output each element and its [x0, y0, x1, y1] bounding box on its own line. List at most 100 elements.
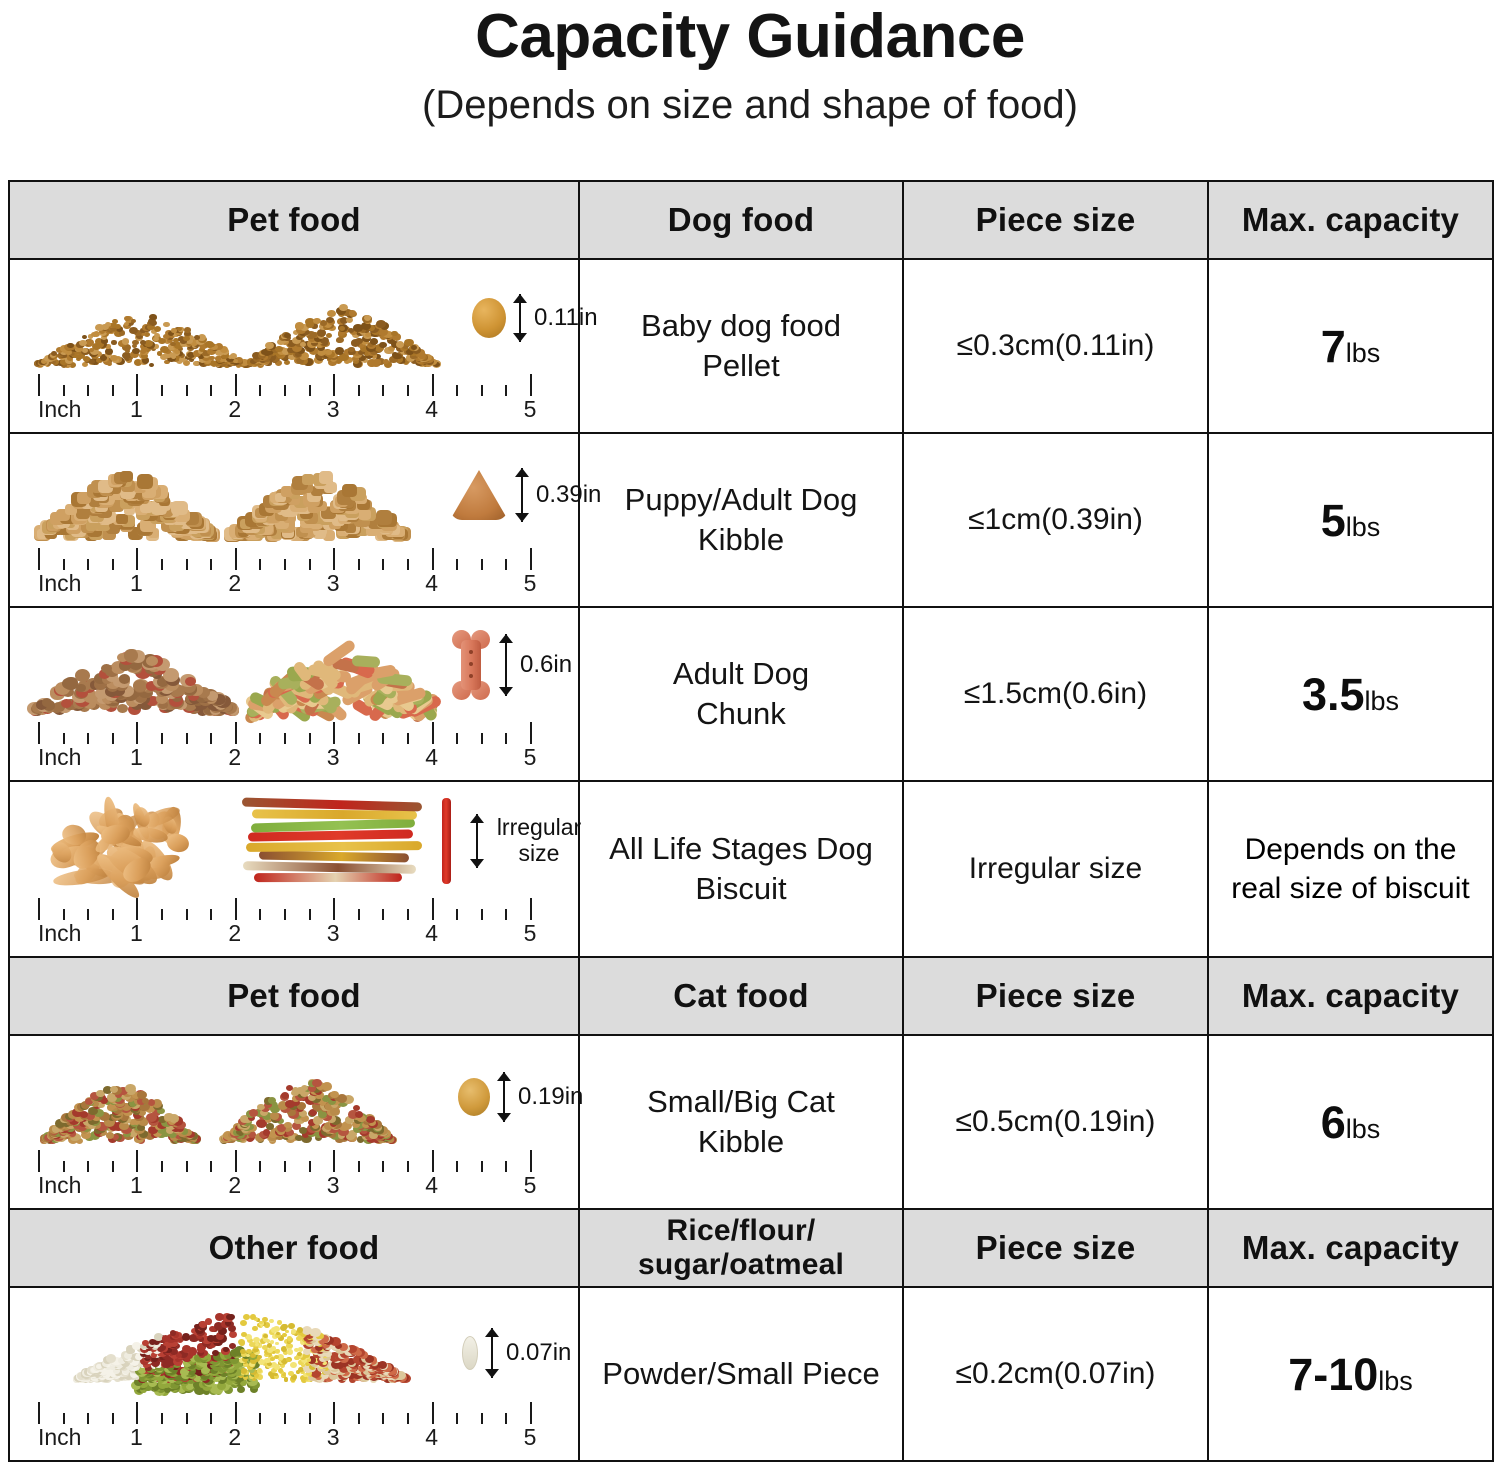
food-name-line2: Kibble	[697, 1124, 785, 1159]
food-image-cell: 0.19in Inch 1 2 3 4 5	[8, 1034, 583, 1210]
food-image-cell: 0.39in Inch 1 2 3 4 5	[8, 432, 601, 608]
ruler-unit-label: Inch	[38, 396, 82, 422]
ibeam-icon	[497, 1072, 511, 1122]
page-subtitle: (Depends on size and shape of food)	[422, 83, 1078, 128]
ibeam-icon	[470, 814, 484, 868]
piece-size-cell: ≤0.5cm(0.19in)	[902, 1034, 1209, 1210]
table-row: 0.07in Inch 1 2 3 4 5 Powder/Small Piece ≤0.…	[8, 1286, 1494, 1462]
food-name-line2: Pellet	[702, 348, 780, 383]
food-name-line1: Small/Big Cat	[647, 1084, 835, 1120]
food-name-line1: Powder/Small Piece	[602, 1356, 880, 1392]
ruler-mark-2: 2	[228, 920, 242, 946]
capacity-number: 5	[1320, 494, 1346, 546]
header-dog-food: Dog food	[578, 180, 904, 260]
header-piece-size: Piece size	[902, 1208, 1209, 1288]
title-block: Capacity Guidance (Depends on size and s…	[0, 0, 1500, 127]
ruler-mark-1: 1	[129, 920, 143, 946]
ruler-mark-4: 4	[425, 1172, 438, 1198]
capacity-words-line1: Depends on the	[1244, 833, 1457, 866]
ruler-mark-2: 2	[228, 570, 242, 596]
capacity-unit: lbs	[1345, 337, 1381, 368]
ruler-mark-1: 1	[129, 570, 143, 596]
piece-size-value: ≤1.5cm(0.6in)	[963, 677, 1148, 710]
food-name-line1: Puppy/Adult Dog	[624, 482, 858, 518]
ruler-unit-label: Inch	[38, 920, 82, 946]
capacity-unit: lbs	[1378, 1365, 1413, 1396]
ruler-icon: Inch 1 2 3 4 5	[38, 1402, 536, 1454]
grain-specimen	[462, 1336, 478, 1370]
kibble-specimen	[450, 470, 508, 520]
food-name-line1: Adult Dog	[672, 656, 810, 692]
dimension-indicator: 0.39in	[450, 468, 601, 522]
ruler-mark-5: 5	[523, 1172, 537, 1198]
table-row: 0.6in Inch 1 2 3 4 5 Adult Dog Chunk	[8, 606, 1494, 782]
ruler-mark-5: 5	[523, 396, 537, 422]
piece-size-value: ≤0.3cm(0.11in)	[956, 329, 1155, 362]
food-name-cell: Baby dog food Pellet	[578, 258, 904, 434]
food-photo-biscuit: lrregular size	[10, 784, 581, 903]
piece-size-cell: ≤0.2cm(0.07in)	[902, 1286, 1209, 1462]
header-pet-food: Pet food	[8, 956, 580, 1036]
max-capacity-cell: 3.5lbs	[1207, 606, 1494, 782]
food-name-line1: All Life Stages Dog	[609, 831, 873, 867]
food-photo-pellet: 0.11in	[10, 262, 598, 368]
ibeam-icon	[499, 634, 513, 696]
ruler-mark-2: 2	[228, 1424, 242, 1450]
dimension-label: 0.6in	[520, 650, 573, 678]
capacity-number: 3.5	[1301, 668, 1365, 720]
ruler-mark-5: 5	[523, 1424, 537, 1450]
ruler-mark-3: 3	[326, 570, 340, 596]
header-max-capacity: Max. capacity	[1207, 180, 1494, 260]
ruler-mark-4: 4	[425, 1424, 438, 1450]
ruler-mark-5: 5	[523, 744, 537, 770]
food-name-cell: Puppy/Adult Dog Kibble	[578, 432, 904, 608]
ruler-mark-3: 3	[326, 744, 340, 770]
food-name-line2: Biscuit	[695, 871, 787, 906]
ibeam-icon	[515, 468, 529, 522]
food-photo-cat-kibble: 0.19in	[10, 1038, 583, 1144]
max-capacity-cell: 7lbs	[1207, 258, 1494, 434]
max-capacity-cell: 6lbs	[1207, 1034, 1494, 1210]
food-photo-chunk: 0.6in	[10, 610, 578, 726]
dimension-label: 0.07in	[506, 1338, 572, 1366]
ruler-mark-3: 3	[326, 920, 340, 946]
section-header-cat: Pet food Cat food Piece size Max. capaci…	[8, 956, 1494, 1036]
dimension-label: lrregular size	[491, 814, 587, 867]
table-row: 0.11in Inch 1 2 3 4 5 Baby dog food Pellet	[8, 258, 1494, 434]
dimension-label: 0.39in	[536, 480, 602, 508]
ruler-unit-label: Inch	[38, 1424, 82, 1450]
ibeam-icon	[513, 294, 527, 342]
dimension-label-line1: lrregular	[496, 814, 582, 841]
piece-size-value: ≤1cm(0.39in)	[968, 503, 1143, 536]
capacity-words-line2: real size of biscuit	[1231, 872, 1470, 905]
table-row: 0.39in Inch 1 2 3 4 5 Puppy/Adult Dog Kibble	[8, 432, 1494, 608]
food-photo-kibble: 0.39in	[10, 436, 601, 542]
header-rice-flour-line2: sugar/oatmeal	[637, 1248, 844, 1281]
food-image-cell: 0.07in Inch 1 2 3 4 5	[8, 1286, 580, 1462]
dimension-indicator: 0.19in	[458, 1072, 583, 1122]
piece-size-value: ≤0.2cm(0.07in)	[955, 1357, 1156, 1390]
capacity-number: 7-10	[1288, 1348, 1379, 1400]
header-piece-size: Piece size	[902, 180, 1209, 260]
food-name-line1: Baby dog food	[641, 308, 841, 344]
dimension-indicator: 0.11in	[472, 294, 598, 342]
header-piece-size: Piece size	[902, 956, 1209, 1036]
food-name-cell: Adult Dog Chunk	[578, 606, 904, 782]
food-image-cell: 0.6in Inch 1 2 3 4 5	[8, 606, 580, 782]
header-cat-food: Cat food	[578, 956, 904, 1036]
ruler-icon: Inch 1 2 3 4 5	[38, 374, 536, 426]
capacity-unit: lbs	[1345, 511, 1381, 542]
ruler-mark-2: 2	[228, 396, 242, 422]
max-capacity-cell: 5lbs	[1207, 432, 1494, 608]
ruler-mark-3: 3	[326, 396, 340, 422]
ibeam-icon	[485, 1328, 499, 1378]
section-header-other: Other food Rice/flour/ sugar/oatmeal Pie…	[8, 1208, 1494, 1288]
dimension-indicator: 0.6in	[450, 628, 572, 702]
section-header-dog: Pet food Dog food Piece size Max. capaci…	[8, 180, 1494, 260]
ruler-mark-4: 4	[425, 396, 438, 422]
capacity-table: Pet food Dog food Piece size Max. capaci…	[8, 180, 1494, 1462]
ruler-icon: Inch 1 2 3 4 5	[38, 898, 536, 950]
table-row: lrregular size Inch 1 2 3 4 5 All Life Stage…	[8, 780, 1494, 958]
header-rice-flour-line1: Rice/flour/	[666, 1214, 816, 1248]
capacity-number: 6	[1320, 1096, 1346, 1148]
